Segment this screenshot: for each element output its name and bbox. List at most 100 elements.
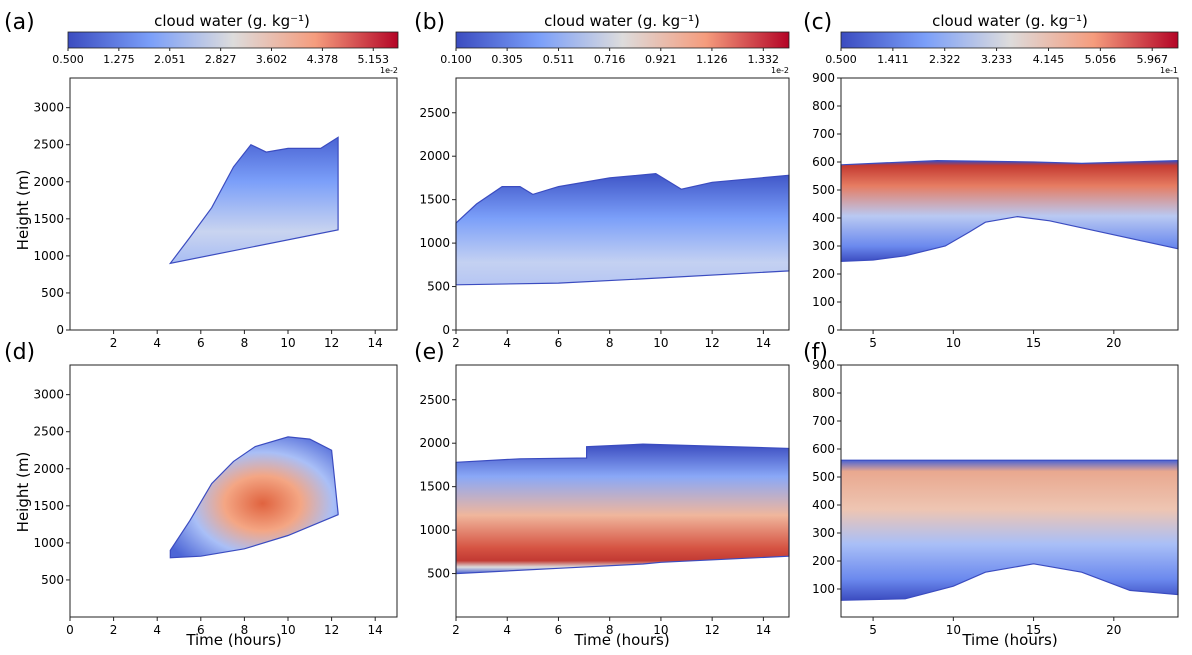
colorbar-tick-label: 4.378	[307, 53, 339, 66]
x-tick-label: 2	[452, 623, 460, 637]
x-tick-label: 12	[705, 623, 720, 637]
y-tick-label: 900	[812, 71, 835, 85]
colorbar-tick-label: 0.921	[645, 53, 677, 66]
x-tick-label: 5	[869, 623, 877, 637]
panel-a: 2 4 6 8 10 12 14 0 500 1000 1500 2000 2500 3000	[33, 77, 398, 350]
colorbar-tick-label: 1.126	[696, 53, 728, 66]
colorbar-a: cloud water (g. kg⁻¹) 0.500 1.275 2.051 2.8…	[52, 12, 399, 75]
x-tick-label: 0	[66, 623, 74, 637]
x-tick-label: 14	[756, 336, 771, 350]
cloud-water-field	[455, 443, 790, 575]
colorbar-gradient-b	[456, 32, 789, 48]
plot-frame	[69, 364, 398, 618]
colorbar-tick-label: 5.967	[1136, 53, 1168, 66]
x-tick-label: 8	[606, 623, 614, 637]
colorbar-tick-label: 0.100	[440, 53, 472, 66]
x-tick-label: 8	[241, 336, 249, 350]
y-tick-label: 600	[812, 442, 835, 456]
x-tick-label: 10	[653, 623, 668, 637]
colorbar-title-c: cloud water (g. kg⁻¹)	[932, 12, 1088, 30]
y-tick-label: 0	[442, 323, 450, 337]
panel-f: 5 10 15 20 100 200 300 400 500 600 700 800 900	[812, 358, 1179, 637]
y-tick-label: 100	[812, 295, 835, 309]
y-tick-label: 200	[812, 267, 835, 281]
panel-b: 2 4 6 8 10 12 14 0 500 1000 1500 2000 2500	[419, 77, 790, 350]
y-tick-label: 2500	[33, 425, 64, 439]
y-tick-label: 400	[812, 211, 835, 225]
plot-frame	[455, 364, 790, 618]
y-tick-label: 300	[812, 239, 835, 253]
cloud-water-field	[168, 136, 339, 265]
y-tick-label: 600	[812, 155, 835, 169]
colorbar-tick-label: 2.051	[154, 53, 186, 66]
panel-label-c: (c)	[803, 10, 832, 35]
plot-frame	[69, 77, 398, 331]
colorbar-tick-label: 2.322	[929, 53, 961, 66]
colorbar-tick-label: 0.500	[825, 53, 857, 66]
x-tick-label: 6	[197, 336, 205, 350]
y-tick-label: 500	[812, 183, 835, 197]
colorbar-gradient-c	[841, 32, 1178, 48]
x-tick-label: 2	[452, 336, 460, 350]
x-tick-label: 5	[869, 336, 877, 350]
x-tick-label: 14	[368, 336, 383, 350]
colorbar-tick-label: 1.332	[748, 53, 780, 66]
x-tick-label: 10	[946, 336, 961, 350]
colorbar-tick-label: 1.275	[103, 53, 135, 66]
panel-label-e: (e)	[414, 340, 445, 365]
y-tick-label: 500	[427, 567, 450, 581]
x-tick-label: 14	[756, 623, 771, 637]
y-tick-label: 1500	[33, 212, 64, 226]
y-tick-label: 2000	[419, 149, 450, 163]
x-tick-label: 12	[705, 336, 720, 350]
x-tick-label: 10	[946, 623, 961, 637]
panel-label-b: (b)	[414, 10, 445, 35]
colorbar-tick-label: 2.827	[205, 53, 237, 66]
x-tick-label: 4	[503, 336, 511, 350]
x-tick-label: 6	[555, 623, 563, 637]
y-tick-label: 1000	[33, 249, 64, 263]
colorbar-tick-label: 0.511	[543, 53, 575, 66]
x-tick-label: 10	[280, 623, 295, 637]
x-tick-label: 10	[653, 336, 668, 350]
x-tick-label: 12	[324, 336, 339, 350]
xlabel-d: Time (hours)	[185, 631, 281, 649]
x-tick-label: 15	[1026, 336, 1041, 350]
x-tick-label: 10	[280, 336, 295, 350]
colorbar-b: cloud water (g. kg⁻¹) 0.100 0.305 0.511 0.7…	[440, 12, 790, 75]
ylabel-d: Height (m)	[14, 452, 32, 533]
colorbar-tick-label: 0.716	[594, 53, 626, 66]
colorbar-tick-label: 1.411	[877, 53, 909, 66]
y-tick-label: 2500	[33, 138, 64, 152]
y-tick-label: 500	[427, 280, 450, 294]
y-tick-label: 500	[41, 573, 64, 587]
y-tick-label: 200	[812, 554, 835, 568]
colorbar-title-b: cloud water (g. kg⁻¹)	[544, 12, 700, 30]
x-tick-label: 2	[110, 623, 118, 637]
panel-label-a: (a)	[4, 10, 35, 35]
colorbar-tick-label: 0.305	[491, 53, 523, 66]
panel-d: 0 2 4 6 8 10 12 14 500 1000 1500 2000 2500 3000	[33, 364, 398, 637]
y-tick-label: 0	[827, 323, 835, 337]
y-tick-label: 100	[812, 582, 835, 596]
x-tick-label: 6	[555, 336, 563, 350]
colorbar-tick-label: 3.602	[256, 53, 288, 66]
x-tick-label: 20	[1106, 336, 1121, 350]
y-tick-label: 1500	[419, 193, 450, 207]
y-tick-label: 1000	[419, 236, 450, 250]
x-tick-label: 4	[153, 623, 161, 637]
y-tick-label: 700	[812, 127, 835, 141]
x-tick-label: 4	[503, 623, 511, 637]
y-tick-label: 3000	[33, 101, 64, 115]
xlabel-f: Time (hours)	[961, 631, 1057, 649]
xlabel-e: Time (hours)	[573, 631, 669, 649]
plot-frame	[840, 77, 1179, 331]
colorbar-tick-label: 5.056	[1085, 53, 1117, 66]
plot-frame	[840, 364, 1179, 618]
y-tick-label: 2000	[419, 436, 450, 450]
y-tick-label: 1500	[419, 480, 450, 494]
y-tick-label: 300	[812, 526, 835, 540]
x-tick-label: 4	[153, 336, 161, 350]
